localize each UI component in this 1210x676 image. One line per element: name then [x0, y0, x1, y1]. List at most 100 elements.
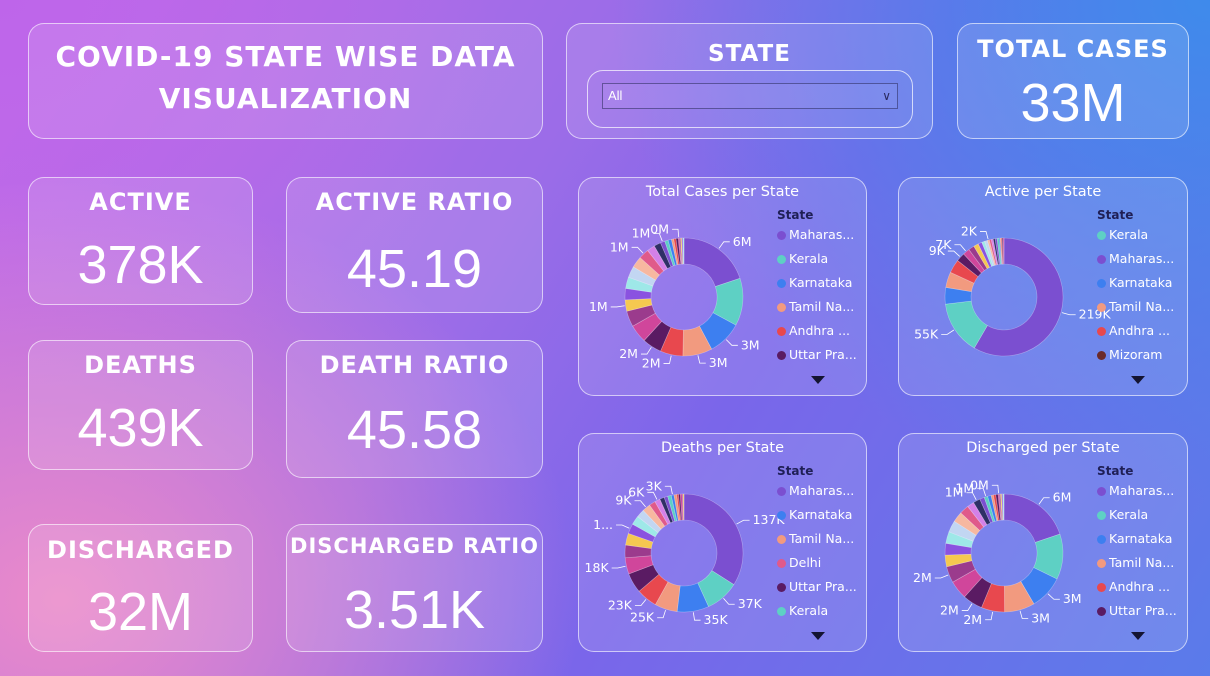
state-dropdown[interactable]: All ∨: [602, 83, 898, 109]
donut-slice[interactable]: [626, 304, 656, 327]
donut-slice[interactable]: [995, 493, 1002, 521]
chart-discharged-per-state[interactable]: Discharged per State 6M 3M 3M 2M 2M 2M 1M 1M 0M …: [898, 433, 1188, 652]
donut-slice[interactable]: [973, 237, 1064, 357]
chart-total-cases-per-state[interactable]: Total Cases per State 6M 3M 3M 2M 2M 1M 1M 1M 0M…: [578, 177, 867, 396]
donut-slice[interactable]: [1003, 493, 1061, 543]
legend-item[interactable]: Maharas...: [777, 483, 861, 507]
donut-slice[interactable]: [984, 240, 996, 267]
donut-slice[interactable]: [944, 542, 972, 556]
donut-slice[interactable]: [632, 312, 663, 341]
legend-item[interactable]: Uttar Pra...: [777, 347, 861, 371]
donut-slice[interactable]: [660, 326, 684, 357]
donut-slice[interactable]: [628, 564, 660, 592]
donut-slice[interactable]: [671, 238, 679, 266]
legend-item[interactable]: Karnataka: [777, 507, 861, 531]
donut-slice[interactable]: [944, 287, 972, 305]
legend-item[interactable]: Uttar Pra...: [777, 579, 861, 603]
donut-slice[interactable]: [946, 560, 976, 583]
legend-more-icon[interactable]: [1131, 632, 1145, 640]
donut-slice[interactable]: [681, 237, 684, 265]
legend-item[interactable]: Andhra ...: [777, 323, 861, 347]
donut-slice[interactable]: [994, 238, 1001, 265]
donut-slice[interactable]: [997, 493, 1002, 521]
donut-slice[interactable]: [682, 493, 685, 521]
donut-slice[interactable]: [654, 581, 681, 612]
legend-item[interactable]: Maharas...: [1097, 251, 1181, 275]
donut-slice[interactable]: [677, 237, 682, 265]
donut-slice[interactable]: [667, 238, 678, 266]
donut-slice[interactable]: [654, 498, 671, 525]
donut-slice[interactable]: [1001, 237, 1004, 265]
donut-slice[interactable]: [639, 250, 665, 276]
legend-item[interactable]: Andhra ...: [1097, 579, 1181, 603]
donut-slice[interactable]: [981, 240, 994, 267]
legend-item[interactable]: Mizoram: [1097, 347, 1181, 371]
legend-item[interactable]: Maharas...: [777, 227, 861, 251]
legend-more-icon[interactable]: [811, 376, 825, 384]
legend-item[interactable]: Andhra ...: [1097, 323, 1181, 347]
donut-slice[interactable]: [979, 497, 994, 524]
donut-slice[interactable]: [663, 495, 676, 523]
donut-slice[interactable]: [953, 512, 981, 536]
donut-slice[interactable]: [676, 493, 682, 521]
legend-more-icon[interactable]: [1131, 376, 1145, 384]
legend-item[interactable]: Delhi: [777, 555, 861, 579]
donut-slice[interactable]: [624, 288, 652, 301]
chart-active-per-state[interactable]: Active per State 219K 55K 9K 7K 2K State Ker…: [898, 177, 1188, 396]
donut-slice[interactable]: [960, 506, 985, 531]
donut-slice[interactable]: [638, 573, 669, 605]
donut-slice[interactable]: [963, 249, 985, 274]
donut-slice[interactable]: [683, 493, 744, 586]
donut-slice[interactable]: [625, 276, 654, 293]
legend-item[interactable]: Tamil Na...: [1097, 299, 1181, 323]
donut-slice[interactable]: [987, 239, 997, 266]
donut-slice[interactable]: [992, 238, 1000, 265]
donut-slice[interactable]: [1000, 237, 1004, 265]
legend-item[interactable]: Kerala: [1097, 227, 1181, 251]
donut-slice[interactable]: [675, 237, 682, 265]
donut-slice[interactable]: [1033, 533, 1064, 580]
donut-slice[interactable]: [625, 532, 654, 549]
legend-item[interactable]: Uttar Pra...: [1097, 603, 1181, 627]
donut-slice[interactable]: [673, 238, 680, 265]
legend-item[interactable]: Kerala: [777, 251, 861, 275]
donut-slice[interactable]: [647, 245, 668, 272]
donut-slice[interactable]: [632, 516, 659, 538]
donut-slice[interactable]: [680, 237, 684, 265]
legend-item[interactable]: Tamil Na...: [1097, 555, 1181, 579]
donut-slice[interactable]: [999, 237, 1003, 265]
donut-slice[interactable]: [697, 570, 735, 608]
donut-slice[interactable]: [712, 277, 744, 326]
donut-slice[interactable]: [1000, 493, 1003, 521]
donut-slice[interactable]: [981, 583, 1005, 613]
legend-item[interactable]: Tamil Na...: [777, 299, 861, 323]
legend-item[interactable]: Kerala: [1097, 507, 1181, 531]
donut-slice[interactable]: [624, 298, 653, 312]
donut-slice[interactable]: [682, 237, 685, 265]
donut-slice[interactable]: [673, 494, 681, 521]
donut-slice[interactable]: [680, 493, 684, 521]
legend-item[interactable]: Karnataka: [1097, 531, 1181, 555]
donut-slice[interactable]: [649, 501, 669, 527]
donut-slice[interactable]: [683, 237, 741, 287]
donut-slice[interactable]: [968, 245, 988, 271]
legend-item[interactable]: Maharas...: [1097, 483, 1181, 507]
donut-slice[interactable]: [1002, 237, 1005, 265]
legend-item[interactable]: Karnataka: [777, 275, 861, 299]
donut-slice[interactable]: [952, 568, 983, 598]
legend-item[interactable]: Karnataka: [1097, 275, 1181, 299]
donut-slice[interactable]: [998, 237, 1003, 265]
donut-slice[interactable]: [987, 495, 998, 522]
legend-more-icon[interactable]: [811, 632, 825, 640]
donut-slice[interactable]: [1002, 493, 1005, 521]
donut-slice[interactable]: [676, 582, 709, 613]
donut-slice[interactable]: [964, 577, 992, 608]
donut-slice[interactable]: [627, 523, 656, 543]
donut-slice[interactable]: [660, 240, 674, 268]
donut-slice[interactable]: [678, 493, 683, 521]
donut-slice[interactable]: [682, 325, 713, 357]
